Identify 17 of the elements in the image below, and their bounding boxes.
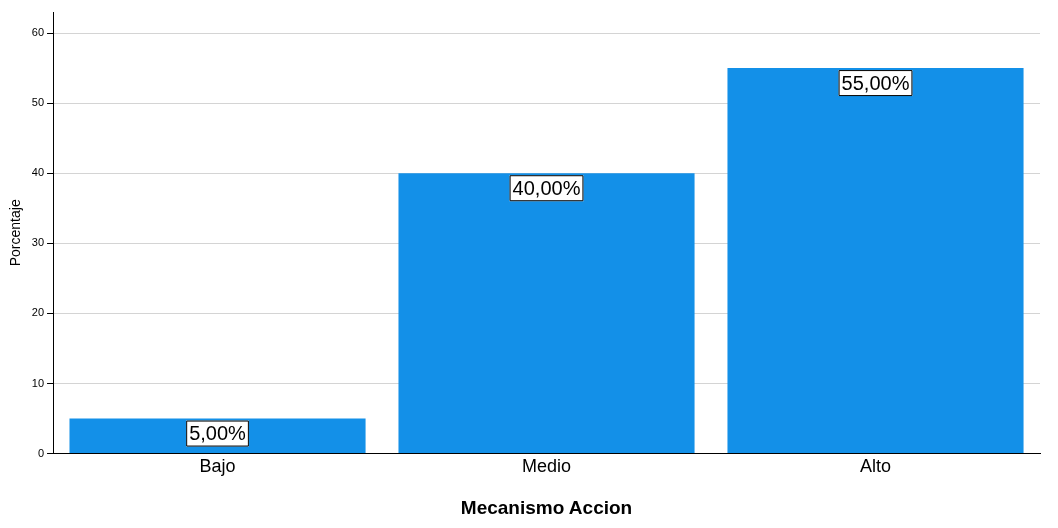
y-tick-label: 40 [31, 166, 45, 179]
y-tick-label: 10 [31, 376, 45, 389]
y-tick-label: 30 [31, 236, 45, 249]
x-tick-label: Alto [859, 456, 892, 477]
data-label: 40,00% [512, 176, 581, 199]
y-tick-label: 0 [37, 446, 45, 459]
data-label: 55,00% [841, 71, 910, 94]
y-tick-label: 60 [31, 26, 45, 39]
bar [727, 68, 1024, 454]
y-tick-label: 20 [31, 306, 45, 319]
x-tick-label: Medio [522, 456, 572, 477]
bar [398, 173, 695, 454]
x-tick-label: Bajo [199, 456, 236, 477]
y-axis-title: Porcentaje [7, 199, 24, 267]
data-label: 5,00% [189, 422, 247, 445]
x-axis-title: Mecanismo Accion [460, 496, 633, 518]
y-tick-label: 50 [31, 96, 45, 109]
